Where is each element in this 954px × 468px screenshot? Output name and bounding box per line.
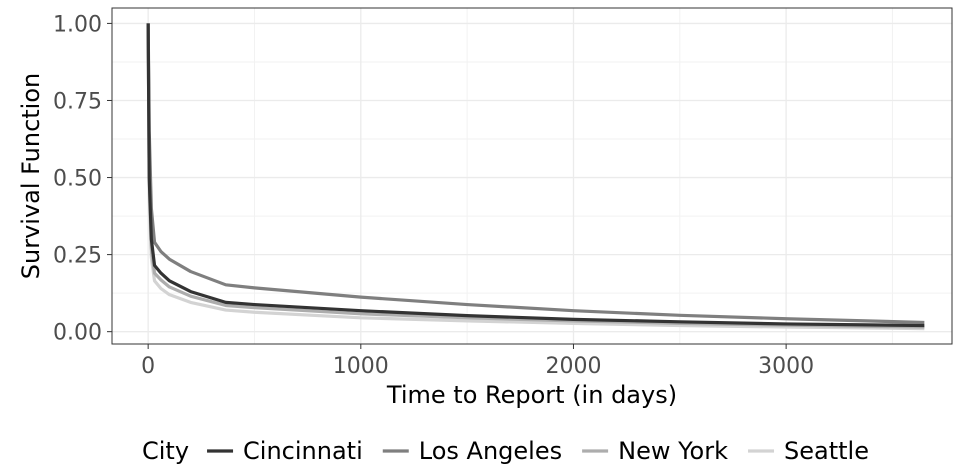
y-tick-label: 0.00: [53, 321, 102, 346]
y-axis: 0.00 0.25 0.50 0.75 1.00: [53, 12, 112, 346]
y-tick-label: 0.50: [53, 167, 102, 192]
series-layer: [146, 23, 925, 331]
x-tick-label: 3000: [758, 354, 814, 379]
plot-border: [111, 7, 953, 345]
y-tick-label: 0.25: [53, 244, 102, 269]
legend-title: City: [142, 437, 189, 465]
legend-label-cincinnati: Cincinnati: [243, 437, 363, 465]
series-line-cincinnati: [146, 23, 925, 328]
y-tick-label: 0.75: [53, 89, 102, 114]
y-axis-title: Survival Function: [17, 73, 45, 279]
x-tick-label: 1000: [333, 354, 389, 379]
x-axis: 0 1000 2000 3000: [141, 344, 814, 379]
series-line-new-york: [146, 23, 925, 329]
x-tick-label: 0: [141, 354, 155, 379]
x-tick-label: 2000: [545, 354, 601, 379]
legend: City Cincinnati Los Angeles New York Seattl…: [142, 437, 869, 465]
y-tick-label: 1.00: [53, 12, 102, 37]
grid-minor: [112, 8, 952, 344]
series-line-seattle: [146, 23, 925, 331]
legend-label-new-york: New York: [618, 437, 728, 465]
legend-label-los-angeles: Los Angeles: [419, 437, 562, 465]
x-axis-title: Time to Report (in days): [386, 381, 677, 409]
legend-label-seattle: Seattle: [784, 437, 869, 465]
grid-major: [112, 8, 952, 344]
series-line-los-angeles: [146, 23, 925, 325]
